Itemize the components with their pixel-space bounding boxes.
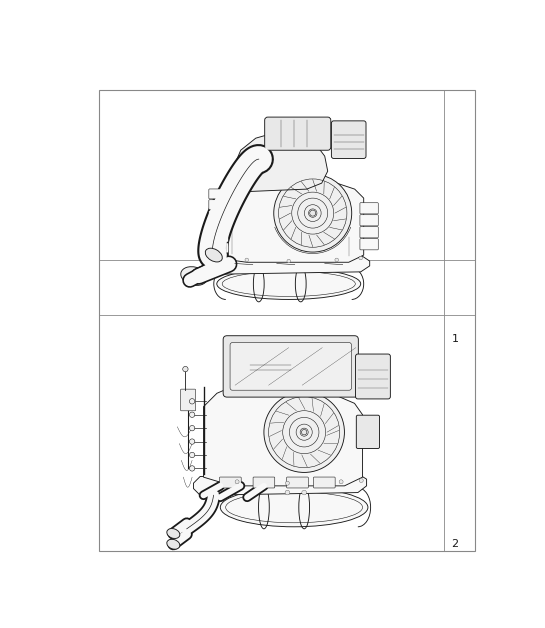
Circle shape <box>235 480 239 484</box>
Circle shape <box>302 490 306 495</box>
Circle shape <box>285 490 290 495</box>
Circle shape <box>301 430 307 435</box>
FancyBboxPatch shape <box>356 415 379 448</box>
Circle shape <box>245 258 249 262</box>
Circle shape <box>286 481 289 485</box>
Circle shape <box>287 259 290 263</box>
Ellipse shape <box>217 268 361 300</box>
Circle shape <box>190 466 195 471</box>
FancyBboxPatch shape <box>360 203 378 214</box>
FancyBboxPatch shape <box>265 117 331 150</box>
Polygon shape <box>208 255 370 274</box>
FancyBboxPatch shape <box>220 477 241 488</box>
Ellipse shape <box>167 529 180 538</box>
Ellipse shape <box>167 539 180 550</box>
Circle shape <box>339 480 343 484</box>
Ellipse shape <box>181 267 207 285</box>
Circle shape <box>190 439 195 444</box>
FancyBboxPatch shape <box>230 343 352 390</box>
Circle shape <box>335 258 338 262</box>
Circle shape <box>359 256 362 260</box>
FancyBboxPatch shape <box>209 200 228 210</box>
FancyBboxPatch shape <box>209 221 228 231</box>
Circle shape <box>359 479 363 482</box>
FancyBboxPatch shape <box>360 239 378 250</box>
FancyBboxPatch shape <box>360 227 378 238</box>
Bar <box>99 90 475 551</box>
Circle shape <box>190 425 195 431</box>
Circle shape <box>190 452 195 458</box>
Circle shape <box>190 412 195 418</box>
FancyBboxPatch shape <box>209 232 228 242</box>
Polygon shape <box>232 132 328 192</box>
FancyBboxPatch shape <box>313 477 335 488</box>
Circle shape <box>190 399 195 404</box>
FancyBboxPatch shape <box>209 210 228 220</box>
FancyBboxPatch shape <box>223 336 359 397</box>
Ellipse shape <box>220 488 368 527</box>
Polygon shape <box>217 168 364 263</box>
FancyBboxPatch shape <box>331 121 366 158</box>
FancyBboxPatch shape <box>355 354 390 399</box>
Ellipse shape <box>205 248 222 262</box>
FancyBboxPatch shape <box>253 477 275 488</box>
FancyBboxPatch shape <box>360 215 378 226</box>
Polygon shape <box>203 381 362 486</box>
Circle shape <box>274 174 352 252</box>
FancyBboxPatch shape <box>287 477 308 488</box>
Polygon shape <box>193 474 367 495</box>
FancyBboxPatch shape <box>209 189 228 199</box>
Text: 2: 2 <box>451 539 458 548</box>
Text: 1: 1 <box>451 335 458 345</box>
FancyBboxPatch shape <box>180 389 196 411</box>
FancyBboxPatch shape <box>209 243 228 253</box>
Circle shape <box>310 210 316 216</box>
Circle shape <box>264 392 344 472</box>
Circle shape <box>183 366 188 372</box>
